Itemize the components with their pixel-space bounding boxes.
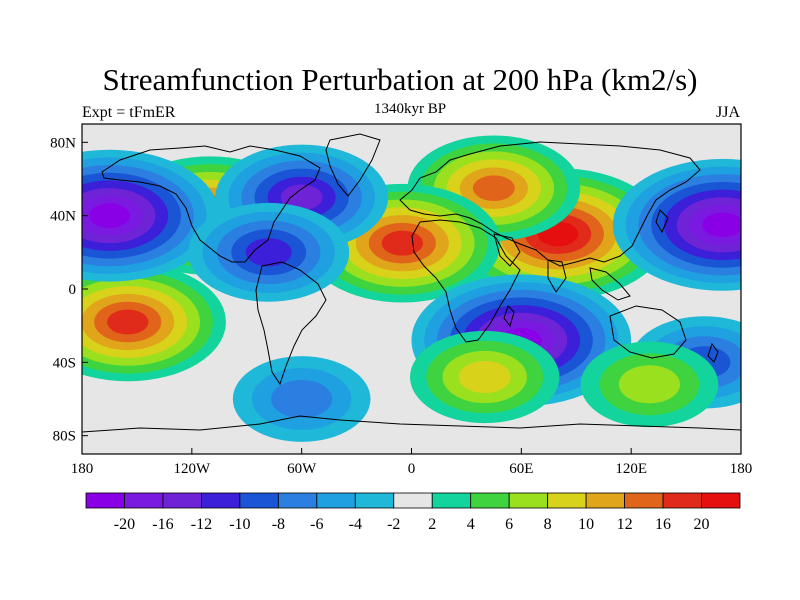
contour-band [107, 309, 149, 335]
y-tick-label: 80N [50, 135, 76, 151]
season-label: JJA [715, 104, 740, 121]
colorbar-label: -4 [349, 516, 362, 533]
colorbar-swatch [701, 492, 741, 509]
colorbar-swatch [354, 492, 395, 509]
colorbar-swatch [508, 492, 549, 509]
contour-band [472, 175, 515, 201]
y-tick-label: 0 [69, 282, 77, 298]
colorbar-label: 10 [578, 516, 594, 533]
field-blob [188, 202, 350, 302]
contour-band [458, 360, 511, 394]
colorbar-label: 8 [544, 516, 552, 533]
colorbar-label: 6 [505, 516, 513, 533]
contour-band [271, 379, 333, 419]
colorbar-label: 4 [467, 516, 475, 533]
colorbar-label: -2 [387, 516, 400, 533]
colorbar-swatch [431, 492, 472, 509]
colorbar-swatch [162, 492, 202, 509]
contour-band [618, 365, 681, 404]
colorbar-swatch [547, 492, 587, 509]
field-blob [82, 262, 226, 382]
x-tick-label: 180 [730, 461, 753, 477]
plot-title: Streamfunction Perturbation at 200 hPa (… [102, 62, 698, 97]
coastlines [82, 133, 741, 433]
colorbar-swatch [585, 492, 625, 509]
colorbar-swatch [316, 492, 356, 509]
x-tick-label: 180 [71, 461, 94, 477]
x-tick-label: 120E [615, 461, 647, 477]
x-tick-label: 120W [173, 461, 211, 477]
contour-band [702, 212, 741, 238]
streamfunction-field [82, 135, 741, 442]
colorbar-swatch [470, 492, 510, 509]
y-axis: 80N 40N 0 40S 80S [50, 135, 88, 445]
x-tick-label: 0 [408, 461, 416, 477]
contour-band [280, 184, 323, 211]
y-tick-label: 40N [50, 209, 76, 225]
colorbar-swatch [201, 492, 241, 509]
colorbar-label: 16 [655, 516, 671, 533]
x-tick-label: 60W [287, 461, 317, 477]
field-blob [232, 356, 371, 442]
colorbar-swatch [124, 492, 164, 509]
experiment-label: Expt = tFmER [82, 104, 176, 121]
field-blob [82, 149, 220, 282]
colorbar-label: -16 [152, 516, 173, 533]
colorbar-swatch [239, 492, 279, 509]
contour-band [245, 238, 292, 267]
colorbar-swatch [277, 492, 318, 509]
colorbar-label: -12 [191, 516, 212, 533]
colorbar-label: 12 [617, 516, 633, 533]
colorbar-label: -20 [114, 516, 135, 533]
colorbar-label: -6 [310, 516, 323, 533]
colorbar-label: -8 [272, 516, 285, 533]
colorbar-swatch [393, 492, 433, 509]
contour-band [89, 203, 130, 228]
x-tick-label: 60E [509, 461, 533, 477]
colorbar-label: 20 [694, 516, 710, 533]
y-tick-label: 40S [53, 355, 76, 371]
colorbar-swatch [85, 492, 125, 509]
x-axis: 180 120W 60W 0 60E 120E 180 [71, 448, 753, 477]
y-tick-label: 80S [53, 429, 76, 445]
field-blob [580, 341, 719, 428]
colorbar-swatch [662, 492, 702, 509]
map-plot-area [82, 124, 741, 454]
field-blob [410, 330, 560, 424]
colorbar: -20 -16 -12 -10 -8 -6 -4 -2 2 4 6 8 10 12 16 20 [85, 492, 741, 533]
colorbar-swatch [624, 492, 664, 509]
field-blob [612, 158, 741, 291]
colorbar-label: -10 [229, 516, 250, 533]
time-label: 1340kyr BP [373, 101, 447, 117]
contour-band [381, 230, 424, 256]
colorbar-label: 2 [428, 516, 436, 533]
